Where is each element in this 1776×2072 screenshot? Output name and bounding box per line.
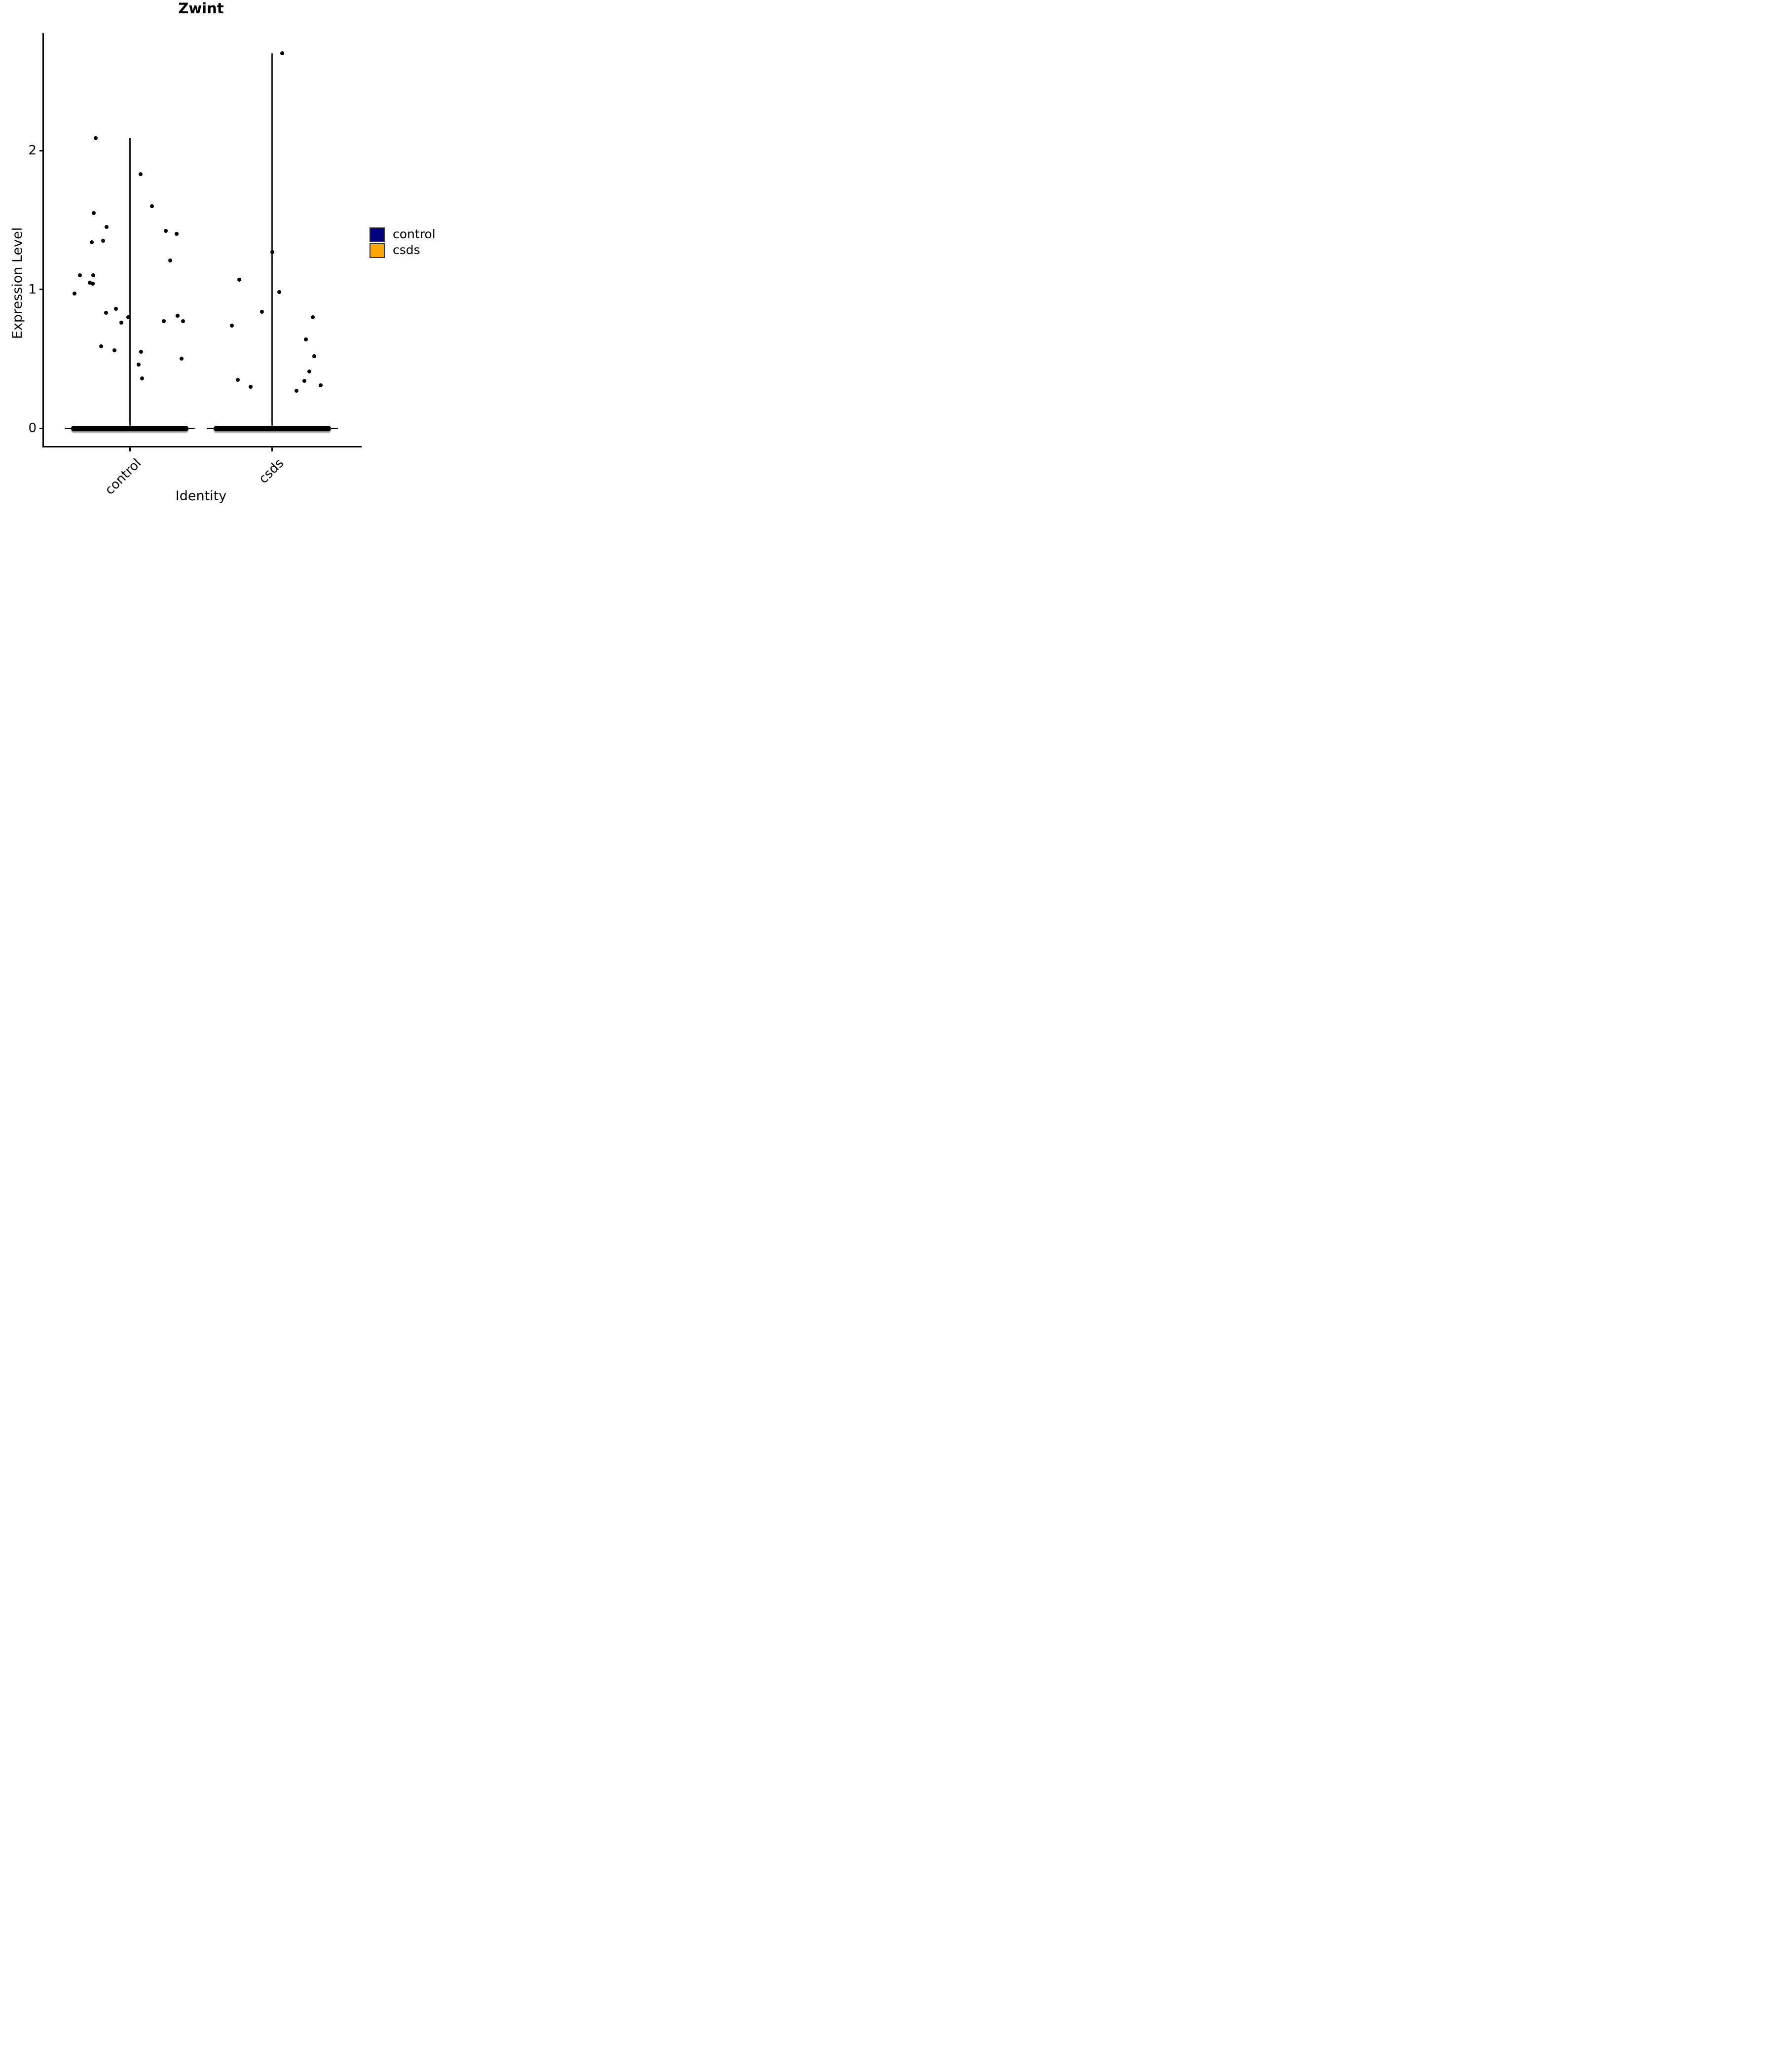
data-point-control (119, 321, 123, 325)
data-point-control (78, 273, 82, 278)
data-point-control (164, 229, 168, 233)
x-axis-spine (42, 446, 362, 447)
data-point-csds (294, 389, 298, 393)
data-point-csds (310, 315, 315, 319)
y-axis-spine (42, 33, 44, 447)
data-point-control (104, 311, 108, 315)
x-tick-label-csds: csds (256, 456, 287, 487)
data-point-csds (229, 323, 234, 328)
x-tick-mark (271, 447, 273, 451)
y-tick-label: 0 (28, 421, 37, 436)
data-point-control (137, 362, 141, 367)
data-point-control (112, 348, 116, 353)
data-point-control (139, 172, 143, 177)
y-tick-mark (39, 427, 43, 429)
data-point-csds (318, 383, 323, 387)
y-tick-label: 1 (28, 282, 37, 297)
data-point-control (73, 292, 76, 296)
x-tick-label-control: control (102, 456, 145, 498)
data-point-control (99, 344, 103, 348)
data-point-csds (270, 250, 274, 254)
data-point-csds (248, 384, 253, 389)
y-tick-label: 2 (28, 143, 37, 158)
data-point-control (162, 319, 166, 324)
data-point-control (91, 282, 95, 286)
chart-title: Zwint (178, 0, 224, 17)
data-point-control (90, 240, 94, 244)
violin-stem-control (129, 138, 131, 429)
violin-stem-csds (271, 53, 273, 429)
data-point-csds (277, 290, 281, 295)
data-point-csds (280, 51, 284, 56)
legend-label-control: control (393, 227, 436, 241)
data-point-csds (307, 369, 311, 373)
legend-swatch-control (370, 227, 385, 242)
data-point-control (105, 224, 109, 229)
data-point-control (91, 273, 95, 278)
x-axis-label: Identity (175, 488, 227, 504)
data-point-control (114, 306, 118, 311)
data-point-control (175, 232, 179, 236)
y-tick-mark (39, 149, 43, 151)
data-point-control (126, 315, 130, 319)
data-point-control (180, 357, 184, 361)
data-point-control (92, 211, 96, 215)
data-point-csds (235, 377, 240, 382)
zero-expression-band-control (71, 425, 188, 431)
legend-swatch-csds (370, 243, 385, 258)
data-point-control (181, 319, 185, 324)
data-point-csds (303, 337, 308, 341)
violin-plot-figure: Zwint Expression Level Identity 0 1 2 contr… (0, 0, 444, 518)
data-point-control (176, 314, 180, 318)
data-point-csds (312, 354, 316, 358)
data-point-control (94, 136, 98, 140)
data-point-control (140, 376, 144, 380)
data-point-csds (302, 379, 306, 383)
y-tick-mark (39, 289, 43, 291)
data-point-control (168, 258, 172, 262)
data-point-control (88, 280, 92, 285)
data-point-csds (259, 309, 264, 314)
data-point-control (139, 350, 143, 354)
data-point-control (101, 239, 105, 243)
x-tick-mark (129, 447, 131, 451)
zero-expression-band-csds (213, 425, 331, 431)
data-point-csds (237, 277, 241, 282)
legend-label-csds: csds (393, 243, 420, 257)
data-point-control (150, 204, 154, 208)
plot-area: 0 1 2 control csds (0, 0, 444, 518)
